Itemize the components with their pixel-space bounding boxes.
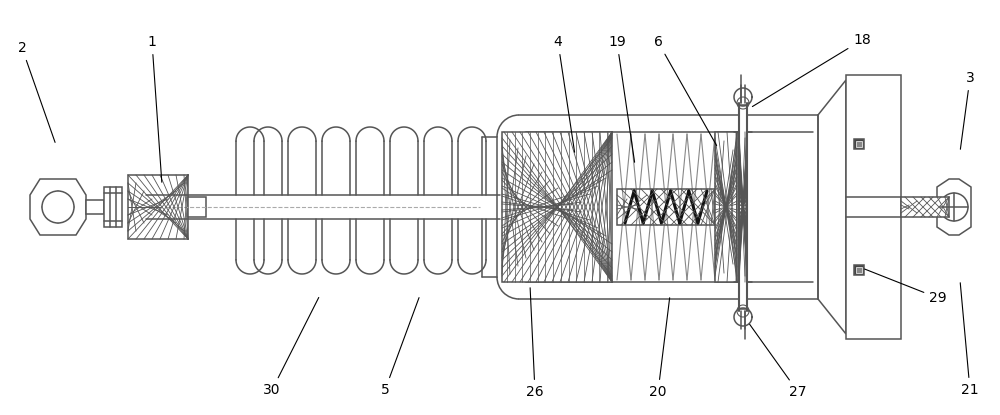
Text: 2: 2 <box>18 41 55 142</box>
Text: 27: 27 <box>750 324 807 399</box>
Circle shape <box>42 191 74 223</box>
Bar <box>502 132 612 282</box>
Bar <box>856 267 862 273</box>
Bar <box>854 265 864 275</box>
Polygon shape <box>818 80 846 334</box>
Polygon shape <box>30 179 86 235</box>
Bar <box>739 105 747 309</box>
Bar <box>617 189 715 225</box>
Circle shape <box>940 193 968 221</box>
Text: 6: 6 <box>654 35 717 146</box>
Text: 4: 4 <box>554 35 575 152</box>
Bar <box>104 187 122 227</box>
Bar <box>901 197 949 217</box>
Bar <box>856 141 862 147</box>
Polygon shape <box>937 179 971 235</box>
Bar <box>86 200 104 214</box>
Text: 1: 1 <box>148 35 162 182</box>
Text: 3: 3 <box>960 71 974 149</box>
Text: 26: 26 <box>526 288 544 399</box>
Text: 18: 18 <box>752 33 871 107</box>
Bar <box>128 175 188 239</box>
Bar <box>846 75 901 339</box>
Text: 5: 5 <box>381 298 419 397</box>
Bar <box>715 132 737 282</box>
Text: 21: 21 <box>960 283 979 397</box>
Text: 29: 29 <box>865 269 947 305</box>
Text: 30: 30 <box>263 298 319 397</box>
Bar <box>188 197 206 217</box>
Bar <box>854 139 864 149</box>
Text: 19: 19 <box>608 35 635 162</box>
Text: 20: 20 <box>649 298 670 399</box>
